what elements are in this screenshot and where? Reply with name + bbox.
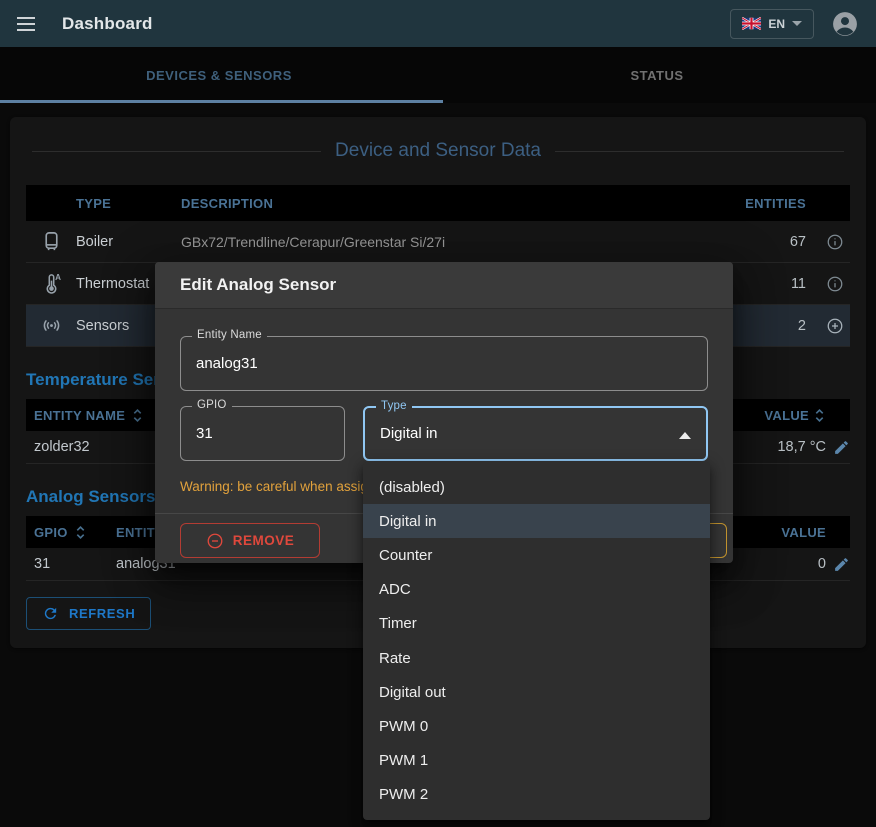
refresh-icon xyxy=(44,607,57,620)
dropdown-option[interactable]: Digital out xyxy=(379,683,446,701)
thermostat-icon: A xyxy=(26,272,76,295)
entity-name-value: analog31 xyxy=(196,355,258,372)
col-value: VALUE xyxy=(764,407,809,423)
dropdown-option[interactable]: PWM 1 xyxy=(379,752,429,770)
sensor-value: 18,7 °C xyxy=(777,439,826,455)
table-row[interactable]: Boiler GBx72/Trendline/Cerapur/Greenstar… xyxy=(26,221,850,263)
refresh-label: REFRESH xyxy=(69,606,136,621)
device-type: Thermostat xyxy=(76,275,150,292)
device-type: Boiler xyxy=(76,233,114,250)
dropdown-option[interactable]: PWM 0 xyxy=(379,717,429,735)
gpio-label: GPIO xyxy=(192,399,232,411)
account-avatar[interactable] xyxy=(832,11,858,37)
device-entities-count: 11 xyxy=(790,275,806,292)
edit-icon[interactable] xyxy=(826,556,850,573)
sensor-value: 0 xyxy=(817,556,826,572)
col-gpio: GPIO xyxy=(34,524,68,540)
tab-status[interactable]: STATUS xyxy=(630,67,684,83)
add-entity-icon[interactable] xyxy=(806,317,850,335)
entity-name-label: Entity Name xyxy=(192,329,267,341)
col-type: TYPE xyxy=(76,195,112,211)
uk-flag-icon xyxy=(742,17,762,30)
dropdown-option[interactable]: Rate xyxy=(379,649,411,667)
sort-icon[interactable] xyxy=(74,525,87,540)
language-selector[interactable]: EN xyxy=(730,8,814,39)
remove-button[interactable]: REMOVE xyxy=(180,523,320,558)
entity-name-field[interactable]: Entity Name analog31 xyxy=(180,329,708,391)
type-selected-value: Digital in xyxy=(380,425,438,442)
col-entities: ENTITIES xyxy=(745,195,806,211)
remove-circle-icon xyxy=(207,533,223,548)
col-entity-name: ENTITY NAME xyxy=(34,407,126,423)
sort-icon[interactable] xyxy=(131,408,144,423)
type-label: Type xyxy=(376,400,412,412)
dropdown-option[interactable]: Counter xyxy=(379,546,433,564)
dropdown-option[interactable]: Timer xyxy=(379,615,417,633)
gpio-warning-text: Warning: be careful when assig xyxy=(180,479,368,494)
device-type: Sensors xyxy=(76,317,130,334)
card-title-row: Device and Sensor Data xyxy=(32,137,845,165)
col-description: DESCRIPTION xyxy=(181,195,274,211)
tab-devices-sensors[interactable]: DEVICES & SENSORS xyxy=(146,67,292,83)
info-icon[interactable] xyxy=(806,233,850,251)
type-dropdown-menu: (disabled) Digital in Counter ADC Timer … xyxy=(363,462,710,820)
chevron-up-icon xyxy=(679,432,691,439)
info-icon[interactable] xyxy=(806,275,850,293)
dropdown-option[interactable]: PWM 2 xyxy=(379,786,429,804)
appbar: Dashboard EN xyxy=(0,0,876,47)
gpio-value: 31 xyxy=(196,425,213,442)
sensor-gpio: 31 xyxy=(34,556,51,572)
sensors-icon xyxy=(26,314,76,337)
dialog-body: Entity Name analog31 GPIO 31 Type Digita… xyxy=(155,329,733,494)
sensor-entity-name: zolder32 xyxy=(34,439,90,455)
device-entities-count: 2 xyxy=(797,317,806,334)
svg-text:A: A xyxy=(55,273,61,282)
remove-label: REMOVE xyxy=(232,533,295,548)
edit-icon[interactable] xyxy=(826,439,850,456)
dropdown-option[interactable]: ADC xyxy=(379,581,411,599)
tab-bar: DEVICES & SENSORS STATUS xyxy=(0,47,876,103)
divider xyxy=(32,150,322,152)
type-select[interactable]: Type Digital in xyxy=(363,400,708,461)
page-title: Dashboard xyxy=(62,13,153,33)
col-value: VALUE xyxy=(781,524,826,540)
dialog-title: Edit Analog Sensor xyxy=(155,262,733,309)
divider xyxy=(554,150,845,152)
card-title: Device and Sensor Data xyxy=(335,140,541,161)
language-label: EN xyxy=(768,16,785,31)
refresh-button[interactable]: REFRESH xyxy=(26,597,152,630)
dropdown-option[interactable]: (disabled) xyxy=(379,478,445,496)
active-tab-indicator xyxy=(0,100,443,103)
analog-sensors-heading: Analog Sensors xyxy=(26,487,156,506)
boiler-icon xyxy=(26,230,76,253)
sort-icon[interactable] xyxy=(813,408,826,423)
device-entities-count: 67 xyxy=(789,233,806,250)
gpio-field[interactable]: GPIO 31 xyxy=(180,399,345,461)
chevron-down-icon xyxy=(792,21,802,26)
device-table-header: TYPE DESCRIPTION ENTITIES xyxy=(26,185,850,221)
dropdown-option-selected[interactable]: Digital in xyxy=(363,504,710,539)
hamburger-menu-icon[interactable] xyxy=(14,12,38,36)
device-description: GBx72/Trendline/Cerapur/Greenstar Si/27i xyxy=(181,233,446,250)
